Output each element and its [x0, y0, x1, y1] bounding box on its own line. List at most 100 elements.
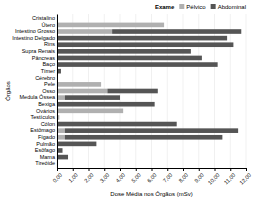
bar [57, 89, 107, 94]
y-tick: Tireóide [35, 160, 57, 166]
x-tick: 8,00 [177, 168, 189, 184]
y-tick-label: Mama [40, 154, 56, 160]
legend-swatch [211, 4, 216, 9]
bar [57, 109, 123, 114]
y-tick-label: Ovários [36, 108, 55, 114]
y-tick-label: Supra Renais [22, 48, 56, 54]
x-tick: 2,00 [83, 168, 95, 184]
y-axis-title: Órgãos [5, 81, 11, 101]
x-tick-label: 5,00 [130, 172, 142, 184]
y-tick: Útero [42, 22, 57, 28]
x-tick-mark [230, 168, 231, 171]
grid [57, 14, 246, 168]
bar [57, 122, 177, 127]
bar [57, 155, 68, 160]
y-tick: Estômago [30, 127, 57, 133]
y-tick: Pâncreas [32, 55, 57, 61]
legend-title: Exame [155, 4, 175, 10]
x-tick-mark [199, 168, 200, 171]
y-tick-label: Intestino Grosso [15, 28, 55, 34]
x-tick-mark [120, 168, 121, 171]
bar [57, 29, 112, 34]
bar [57, 56, 202, 61]
y-tick: Pele [44, 81, 57, 87]
legend-swatch [179, 4, 184, 9]
bar [107, 89, 157, 94]
y-tick-label: Testículos [31, 114, 56, 120]
plot-area: 0,001,002,003,004,005,006,007,008,009,00… [12, 14, 252, 186]
bar [59, 115, 60, 120]
bar [65, 95, 120, 100]
y-tick-label: Útero [42, 22, 55, 28]
x-tick: 7,00 [162, 168, 174, 184]
y-tick-label: Cólon [41, 121, 55, 127]
x-tick: 12,00 [238, 168, 252, 186]
y-tick-label: Tímer [41, 68, 56, 74]
grid-line [246, 14, 247, 168]
y-tick-label: Esôfago [35, 147, 55, 153]
chart: 0,001,002,003,004,005,006,007,008,009,00… [0, 0, 254, 198]
bar [65, 135, 223, 140]
bar [57, 23, 164, 28]
x-tick-label: 3,00 [99, 172, 111, 184]
y-tick-label: Pele [44, 81, 55, 87]
y-tick-label: Estômago [30, 127, 55, 133]
y-tick-label: Baço [42, 61, 55, 67]
y-tick: Intestino Delgado [12, 35, 57, 41]
bar [164, 23, 165, 28]
x-tick-label: 2,00 [83, 172, 95, 184]
y-axis-line [57, 15, 58, 169]
x-tick: 3,00 [99, 168, 111, 184]
x-tick-label: 6,00 [146, 172, 158, 184]
legend-label: Pélvico [186, 4, 206, 10]
y-tick: Cólon [41, 121, 57, 127]
bar [65, 128, 238, 133]
y-tick: Ovários [36, 108, 57, 114]
y-tick-label: Tireóide [35, 160, 55, 166]
legend: Exame Pélvico Abdominal [155, 4, 246, 10]
legend-label: Abdominal [218, 4, 246, 10]
bar [57, 95, 65, 100]
bar [57, 49, 191, 54]
x-tick-label: 10,00 [207, 172, 221, 186]
x-tick-mark [136, 168, 137, 171]
x-tick-label: 12,00 [238, 172, 252, 186]
y-tick-label: Cristalino [32, 15, 55, 21]
y-tick: Tímer [41, 68, 57, 74]
x-tick-label: 9,00 [193, 172, 205, 184]
x-tick: 0,00 [51, 168, 63, 184]
x-tick: 4,00 [114, 168, 126, 184]
y-tick-label: Cérebro [35, 75, 55, 81]
y-tick-label: Intestino Delgado [12, 35, 55, 41]
y-tick: Fígado [38, 134, 57, 140]
y-tick-label: Bexiga [38, 101, 56, 107]
y-tick-label: Fígado [38, 134, 55, 140]
y-tick: Cristalino [32, 15, 57, 21]
x-tick-label: 8,00 [177, 172, 189, 184]
y-tick-label: Rins [44, 41, 55, 47]
grid-line [230, 14, 231, 168]
bar [57, 128, 65, 133]
x-tick: 10,00 [207, 168, 221, 186]
x-tick-mark [152, 168, 153, 171]
bar [57, 102, 155, 107]
bar [57, 42, 233, 47]
x-tick-label: 4,00 [114, 172, 126, 184]
bar [57, 142, 96, 147]
bar [123, 109, 124, 114]
x-tick: 5,00 [130, 168, 142, 184]
x-tick-mark [104, 168, 105, 171]
y-tick: Supra Renais [22, 48, 57, 54]
x-axis-title: Dose Média nos Órgãos (mSv) [110, 191, 192, 197]
y-tick-label: Osso [42, 88, 55, 94]
x-axis: 0,001,002,003,004,005,006,007,008,009,00… [51, 168, 252, 186]
y-tick: Pulmão [36, 141, 57, 147]
x-tick: 6,00 [146, 168, 158, 184]
bars [57, 23, 241, 160]
x-tick: 9,00 [193, 168, 205, 184]
x-tick-mark [89, 168, 90, 171]
bar [57, 36, 227, 41]
y-tick: Cérebro [35, 75, 57, 81]
grid-line [57, 14, 58, 168]
x-tick-mark [183, 168, 184, 171]
